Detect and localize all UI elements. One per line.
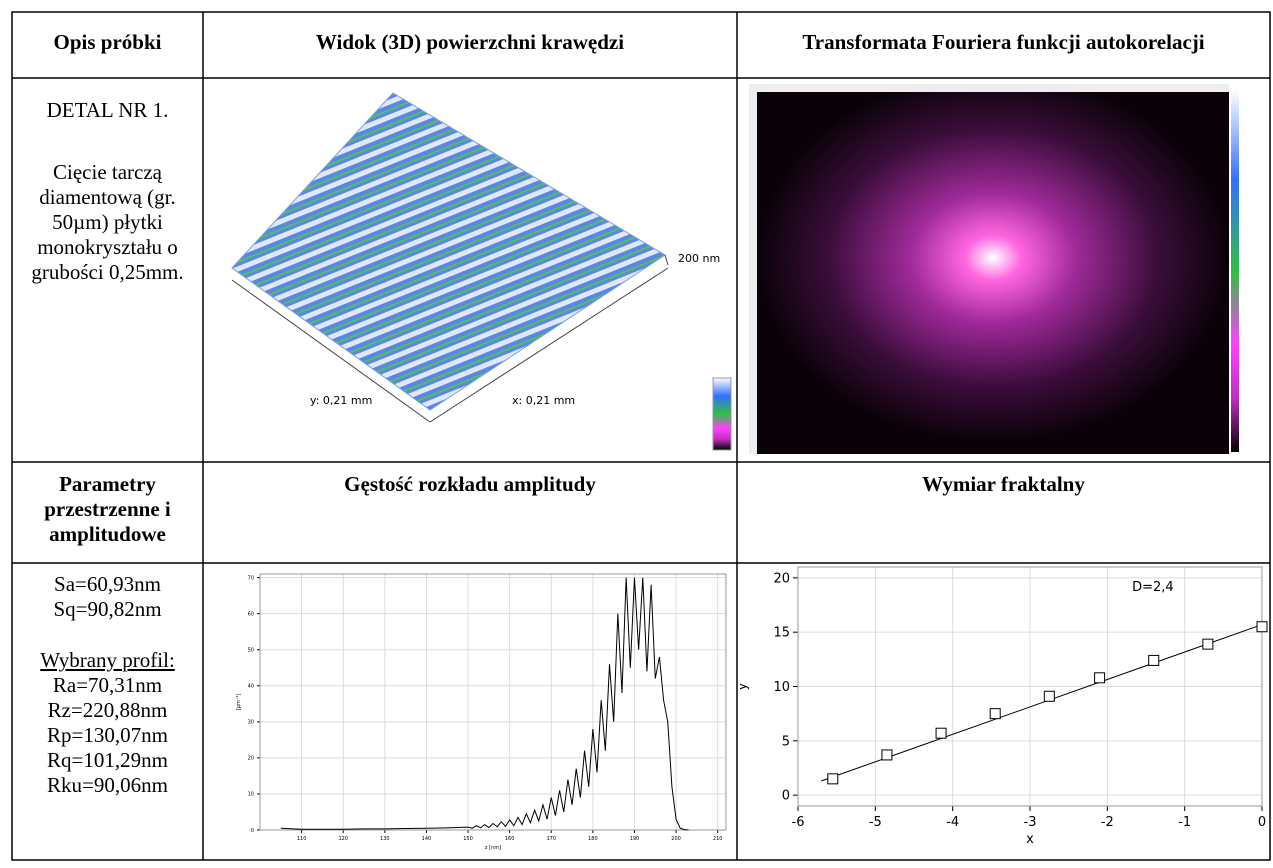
x-tick-label: -5 [869, 815, 882, 830]
y-tick-label: 15 [773, 626, 790, 641]
x-axis-label: z [nm] [485, 845, 501, 851]
param: Rku=90,06nm [47, 773, 168, 797]
y-tick-label: 5 [782, 734, 790, 749]
axis-label: x: 0,21 mm [512, 394, 576, 407]
x-tick-label: -4 [946, 815, 959, 830]
y-tick-label: 0 [782, 789, 790, 804]
data-point [1094, 672, 1106, 684]
y-axis-label: [µm⁻¹] [236, 694, 242, 711]
params: Sa=60,93nm Sq=90,82nm Wybrany profil: Ra… [12, 572, 203, 798]
fit-line [821, 624, 1263, 782]
param: Rz=220,88nm [47, 698, 168, 722]
profile-title: Wybrany profil: [40, 648, 175, 672]
x-tick-label: 0 [1258, 815, 1266, 830]
y-axis-label: y [740, 682, 750, 690]
x-tick-label: -2 [1101, 815, 1114, 830]
x-tick-label: 160 [505, 836, 515, 842]
data-point [827, 773, 839, 785]
header-cell: Parametry przestrzenne i amplitudowe [44, 472, 171, 546]
y-tick-label: 30 [248, 720, 254, 726]
param: Sa=60,93nm [54, 572, 161, 596]
header-cell: Widok (3D) powierzchni krawędzi [315, 30, 625, 54]
y-tick-label: 10 [248, 792, 254, 798]
x-tick-label: 110 [297, 836, 307, 842]
data-point [1148, 654, 1160, 666]
param: Ra=70,31nm [52, 673, 163, 697]
y-tick-label: 20 [248, 756, 254, 762]
y-tick-label: 20 [773, 571, 790, 586]
header-cell: Opis próbki [53, 30, 162, 54]
param: Sq=90,82nm [53, 597, 162, 621]
x-tick-label: 180 [588, 836, 598, 842]
x-tick-label: 200 [671, 836, 681, 842]
header-cell: Transformata Fouriera funkcji autokorela… [802, 30, 1205, 54]
plot-frame [259, 573, 727, 831]
x-tick-label: -6 [792, 815, 805, 830]
axis-label: y: 0,21 mm [310, 394, 373, 407]
amplitude-chart: 110 120 130 140 150 160 170 180 190 200 210 0 10 20 30… [236, 573, 727, 851]
param: Rp=130,07nm [47, 723, 168, 747]
x-axis-label: x [1026, 832, 1034, 847]
plot-frame [797, 566, 1263, 807]
x-tick-label: -1 [1178, 815, 1191, 830]
data-point [1256, 621, 1268, 633]
y-tick-label: 0 [251, 828, 254, 834]
x-tick-label: -3 [1024, 815, 1037, 830]
data-point [1043, 690, 1055, 702]
x-tick-label: 190 [630, 836, 640, 842]
y-tick-label: 60 [248, 611, 254, 617]
height-label: 200 nm [678, 252, 721, 265]
sample-title: DETAL NR 1. [46, 98, 169, 122]
x-tick-label: 130 [380, 836, 390, 842]
y-tick-label: 70 [248, 575, 254, 581]
x-tick-label: 150 [463, 836, 473, 842]
y-tick-label: 40 [248, 684, 254, 690]
x-tick-label: 140 [422, 836, 432, 842]
header-cell: Wymiar fraktalny [922, 472, 1085, 496]
sample-description: Cięcie tarczą diamentową (gr. 50µm) płyt… [31, 160, 184, 284]
data-point [935, 727, 947, 739]
data-point [1202, 638, 1214, 650]
annotation: D=2,4 [1132, 580, 1174, 595]
y-tick-label: 50 [248, 647, 254, 653]
data-point [881, 749, 893, 761]
y-tick-label: 10 [773, 680, 790, 695]
param: Rq=101,29nm [47, 748, 168, 772]
data-point [989, 708, 1001, 720]
fractal-chart: -6 -5 -4 -3 -2 -1 0 0 5 10 15 20 x y D=2,4 [740, 566, 1268, 847]
x-tick-label: 120 [338, 836, 348, 842]
header-cell: Gęstość rozkładu amplitudy [344, 472, 596, 496]
x-tick-label: 170 [546, 836, 556, 842]
x-tick-label: 210 [713, 836, 723, 842]
data-line [280, 577, 689, 831]
